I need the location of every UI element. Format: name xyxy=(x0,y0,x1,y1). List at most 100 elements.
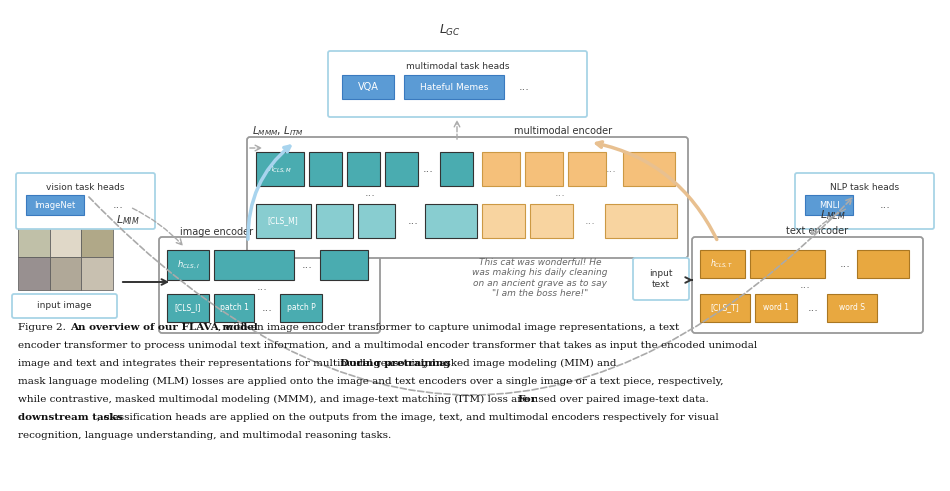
Text: patch 1: patch 1 xyxy=(219,303,249,312)
Text: ...: ... xyxy=(605,164,617,174)
Bar xyxy=(358,204,395,238)
Bar xyxy=(700,250,745,278)
Bar xyxy=(755,294,797,322)
Text: text encoder: text encoder xyxy=(787,226,848,236)
Bar xyxy=(49,190,82,223)
Text: image encoder: image encoder xyxy=(180,227,254,237)
Bar xyxy=(309,152,342,186)
Text: multimodal encoder: multimodal encoder xyxy=(514,126,612,136)
Text: [CLS_I]: [CLS_I] xyxy=(175,303,201,312)
Text: , masked image modeling (MIM) and: , masked image modeling (MIM) and xyxy=(423,359,617,368)
Bar xyxy=(49,257,82,290)
Text: $h_{CLS,I}$: $h_{CLS,I}$ xyxy=(177,259,199,271)
Text: NLP task heads: NLP task heads xyxy=(830,183,899,191)
Text: VQA: VQA xyxy=(357,82,378,92)
Bar xyxy=(167,294,209,322)
FancyBboxPatch shape xyxy=(328,51,587,117)
Text: image and text and integrates their representations for multimodal reasoning.: image and text and integrates their repr… xyxy=(18,359,438,368)
Bar xyxy=(857,250,909,278)
Bar xyxy=(256,204,311,238)
Bar xyxy=(214,250,294,280)
Text: ...: ... xyxy=(880,200,890,210)
Text: ...: ... xyxy=(519,82,529,92)
Bar xyxy=(805,195,853,215)
Text: mask language modeling (MLM) losses are applied onto the image and text encoders: mask language modeling (MLM) losses are … xyxy=(18,377,724,386)
Bar xyxy=(530,204,573,238)
Bar xyxy=(385,152,418,186)
Bar xyxy=(525,152,563,186)
Text: ...: ... xyxy=(261,303,273,313)
FancyBboxPatch shape xyxy=(12,294,117,318)
Text: ...: ... xyxy=(301,260,313,270)
Text: [CLS_M]: [CLS_M] xyxy=(268,217,298,225)
Bar xyxy=(568,152,606,186)
Text: ...: ... xyxy=(808,303,819,313)
Text: ...: ... xyxy=(555,188,565,198)
Text: input image: input image xyxy=(37,301,91,310)
Bar xyxy=(316,204,353,238)
Text: ImageNet: ImageNet xyxy=(34,200,76,210)
Text: ...: ... xyxy=(423,164,433,174)
Text: multimodal task heads: multimodal task heads xyxy=(406,61,509,71)
Text: $L_{MMM}$, $L_{ITM}$: $L_{MMM}$, $L_{ITM}$ xyxy=(252,124,304,138)
Bar xyxy=(700,294,750,322)
Text: ...: ... xyxy=(840,259,850,269)
Text: An overview of our FLAVA model: An overview of our FLAVA model xyxy=(70,323,257,332)
Bar xyxy=(82,257,113,290)
Bar xyxy=(82,190,113,223)
Text: MNLI: MNLI xyxy=(819,200,840,210)
Bar xyxy=(26,195,84,215)
Bar xyxy=(482,204,525,238)
Text: Figure 2.: Figure 2. xyxy=(18,323,72,332)
Text: encoder transformer to process unimodal text information, and a multimodal encod: encoder transformer to process unimodal … xyxy=(18,341,757,350)
FancyBboxPatch shape xyxy=(16,173,155,229)
Bar xyxy=(18,190,49,223)
FancyBboxPatch shape xyxy=(692,237,923,333)
Text: patch P: patch P xyxy=(287,303,315,312)
FancyBboxPatch shape xyxy=(795,173,934,229)
Text: ...: ... xyxy=(800,280,810,290)
Text: , classification heads are applied on the outputs from the image, text, and mult: , classification heads are applied on th… xyxy=(97,413,719,422)
Bar xyxy=(342,75,394,99)
Text: ...: ... xyxy=(256,282,268,292)
Text: ...: ... xyxy=(408,216,418,226)
Bar xyxy=(18,223,49,257)
Text: word 1: word 1 xyxy=(763,303,789,312)
Text: input
text: input text xyxy=(649,269,673,289)
Bar xyxy=(425,204,477,238)
Text: downstream tasks: downstream tasks xyxy=(18,413,123,422)
FancyBboxPatch shape xyxy=(633,258,689,300)
Bar xyxy=(82,223,113,257)
Bar xyxy=(440,152,473,186)
Bar xyxy=(623,152,675,186)
Text: This cat was wonderful! He
was making his daily cleaning
on an ancient grave as : This cat was wonderful! He was making hi… xyxy=(472,258,608,298)
Bar xyxy=(404,75,504,99)
Text: $L_{GC}$: $L_{GC}$ xyxy=(439,23,461,37)
Text: $L_{MLM}$: $L_{MLM}$ xyxy=(820,208,846,222)
Bar xyxy=(347,152,380,186)
FancyBboxPatch shape xyxy=(159,237,380,333)
Text: while contrastive, masked multimodal modeling (MMM), and image-text matching (IT: while contrastive, masked multimodal mod… xyxy=(18,395,715,404)
Text: word S: word S xyxy=(839,303,865,312)
Text: ...: ... xyxy=(584,216,596,226)
Bar xyxy=(280,294,322,322)
Text: $h_{CLS,M}$: $h_{CLS,M}$ xyxy=(268,163,292,175)
FancyBboxPatch shape xyxy=(247,137,688,258)
Text: $L_{MIM}$: $L_{MIM}$ xyxy=(116,213,140,227)
Text: , with an image encoder transformer to capture unimodal image representations, a: , with an image encoder transformer to c… xyxy=(218,323,679,332)
Bar xyxy=(18,257,49,290)
Text: Hateful Memes: Hateful Memes xyxy=(420,82,488,91)
Text: ...: ... xyxy=(365,188,375,198)
Text: recognition, language understanding, and multimodal reasoning tasks.: recognition, language understanding, and… xyxy=(18,431,391,440)
Text: [CLS_T]: [CLS_T] xyxy=(711,303,739,312)
Text: During pretraining: During pretraining xyxy=(340,359,450,368)
Text: ...: ... xyxy=(112,200,124,210)
Bar xyxy=(605,204,677,238)
Bar xyxy=(49,223,82,257)
Bar xyxy=(167,250,209,280)
Bar xyxy=(320,250,368,280)
Bar xyxy=(256,152,304,186)
Text: vision task heads: vision task heads xyxy=(47,183,124,191)
Bar xyxy=(750,250,825,278)
Text: $h_{CLS,T}$: $h_{CLS,T}$ xyxy=(711,258,733,270)
